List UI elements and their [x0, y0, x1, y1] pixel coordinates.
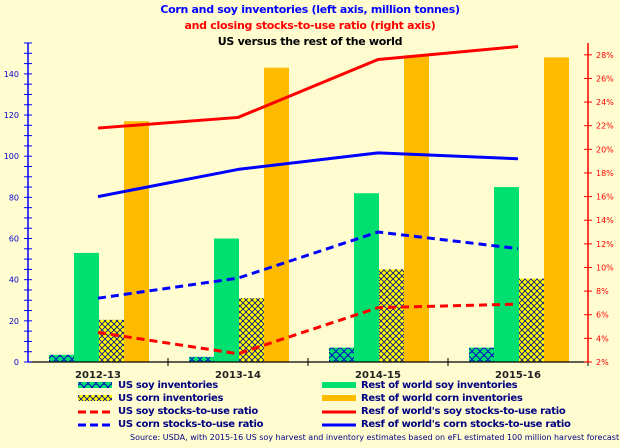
- line-us-corn-stocks-to-use-ratio: [97, 230, 519, 300]
- x-tick-label: 2012-13: [75, 370, 121, 381]
- chart-subtitle: and closing stocks-to-use ratio (right a…: [184, 19, 436, 32]
- legend-label-us-corn-ratio: US corn stocks-to-use ratio: [118, 419, 264, 430]
- right-axis-tick-label: 28%: [596, 51, 614, 60]
- bar-us-corn-inventories-2014-15: [379, 269, 404, 362]
- left-axis-tick-label: 0: [14, 358, 19, 367]
- right-axis-tick-label: 12%: [596, 240, 614, 249]
- legend-label-row-soy-ratio: Resf of world's soy stocks-to-use ratio: [361, 406, 566, 417]
- right-axis-tick-label: 24%: [596, 98, 614, 107]
- right-axis-tick-label: 20%: [596, 145, 614, 154]
- left-axis-tick-label: 60: [9, 235, 19, 244]
- legend-swatch-us-corn-inventories: [78, 395, 112, 401]
- right-axis-tick-label: 10%: [596, 263, 614, 272]
- right-axis-tick-label: 22%: [596, 122, 614, 131]
- legend-swatch-row-soy-inventories: [322, 382, 356, 388]
- left-axis-tick-label: 120: [4, 111, 19, 120]
- bar-rest-of-world-soy-inventories-2013-14: [214, 238, 239, 362]
- right-axis-tick-label: 18%: [596, 169, 614, 178]
- right-axis-tick-label: 26%: [596, 74, 614, 83]
- bar-rest-of-world-corn-inventories-2015-16: [544, 57, 569, 362]
- bar-us-soy-inventories-2013-14: [189, 356, 214, 362]
- left-axis-tick-label: 80: [9, 193, 19, 202]
- line-resf-of-world-s-soy-stocks-to-use-ratio: [97, 45, 519, 130]
- bar-rest-of-world-corn-inventories-2013-14: [264, 67, 289, 362]
- right-axis-tick-label: 14%: [596, 216, 614, 225]
- line-us-soy-stocks-to-use-ratio: [97, 302, 519, 356]
- legend-label-row-soy-inventories: Rest of world soy inventories: [361, 380, 518, 391]
- legend-label-row-corn-inventories: Rest of world corn inventories: [361, 393, 523, 404]
- bar-rest-of-world-soy-inventories-2012-13: [74, 252, 99, 362]
- right-axis-tick-label: 8%: [596, 287, 609, 296]
- left-axis-tick-label: 20: [9, 317, 19, 326]
- bar-rest-of-world-soy-inventories-2015-16: [494, 187, 519, 362]
- bar-us-soy-inventories-2012-13: [49, 354, 74, 362]
- x-tick-label: 2013-14: [215, 370, 261, 381]
- bar-us-corn-inventories-2015-16: [519, 278, 544, 362]
- bar-us-soy-inventories-2014-15: [329, 347, 354, 362]
- source-note: Source: USDA, with 2015-16 US soy harves…: [130, 433, 620, 442]
- bar-rest-of-world-soy-inventories-2014-15: [354, 193, 379, 362]
- bar-rest-of-world-corn-inventories-2012-13: [124, 121, 149, 362]
- line-resf-of-world-s-corn-stocks-to-use-ratio: [97, 151, 519, 199]
- legend-label-us-corn-inventories: US corn inventories: [118, 393, 224, 404]
- chart-subtitle-2: US versus the rest of the world: [217, 35, 403, 48]
- right-axis-tick-label: 4%: [596, 334, 609, 343]
- x-tick-label: 2014-15: [355, 370, 401, 381]
- chart-title: Corn and soy inventories (left axis, mil…: [160, 3, 460, 16]
- x-tick-label: 2015-16: [495, 370, 541, 381]
- left-axis-tick-label: 140: [4, 70, 19, 79]
- legend-label-row-corn-ratio: Resf of world's corn stocks-to-use ratio: [361, 419, 571, 430]
- legend-label-us-soy-ratio: US soy stocks-to-use ratio: [118, 406, 259, 417]
- right-axis-tick-label: 16%: [596, 193, 614, 202]
- legend-swatch-us-soy-inventories: [78, 382, 112, 388]
- bar-us-soy-inventories-2015-16: [469, 347, 494, 362]
- legend-label-us-soy-inventories: US soy inventories: [118, 380, 218, 391]
- right-axis-tick-label: 6%: [596, 311, 609, 320]
- left-axis-tick-label: 100: [4, 152, 19, 161]
- bar-us-corn-inventories-2012-13: [99, 319, 124, 362]
- legend-swatch-row-corn-inventories: [322, 395, 356, 401]
- right-axis-tick-label: 2%: [596, 358, 609, 367]
- left-axis-tick-label: 40: [9, 276, 19, 285]
- bar-rest-of-world-corn-inventories-2014-15: [404, 55, 429, 362]
